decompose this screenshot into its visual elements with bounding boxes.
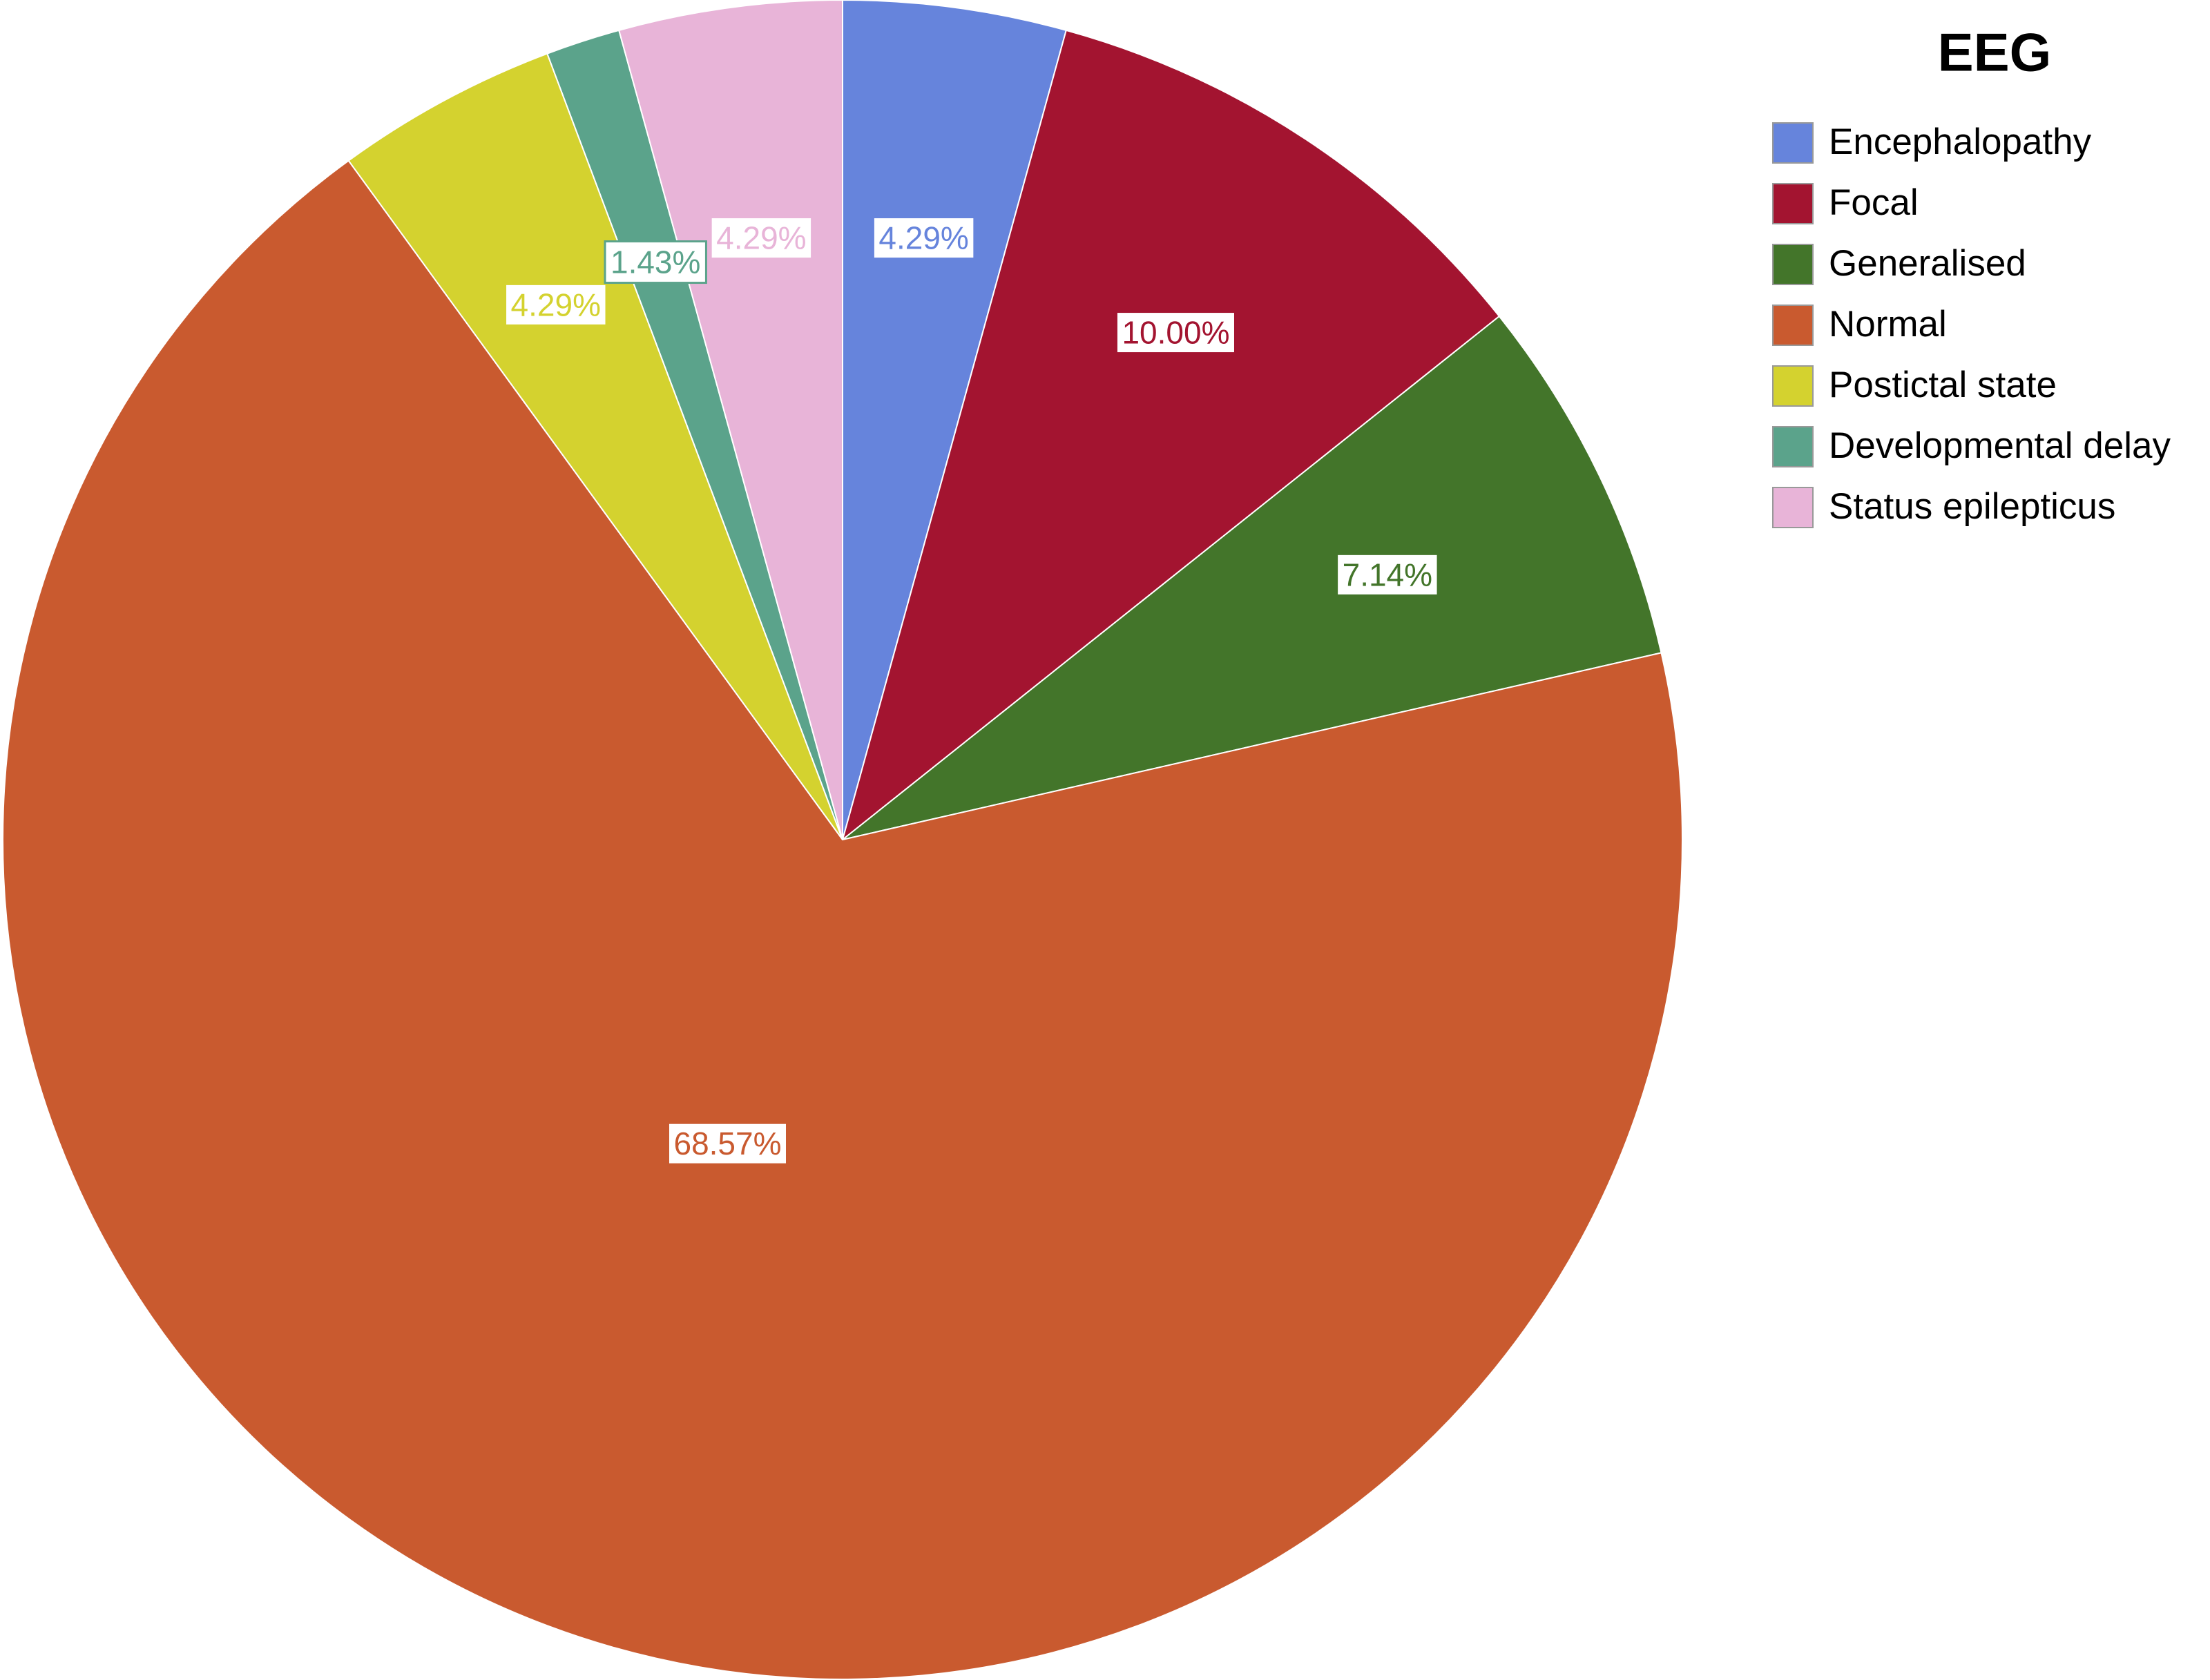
- legend-label: Normal: [1829, 304, 1947, 345]
- legend-label: Developmental delay: [1829, 425, 2171, 466]
- data-label: 4.29%: [716, 220, 806, 256]
- data-label: 10.00%: [1122, 315, 1229, 351]
- data-label: 1.43%: [611, 244, 700, 280]
- data-label-box: [1336, 552, 1439, 597]
- legend-swatch: [1772, 244, 1814, 285]
- data-label: 4.29%: [878, 220, 968, 256]
- legend-label: Focal: [1829, 182, 1919, 223]
- data-label-box: [709, 216, 814, 260]
- legend-swatch: [1772, 183, 1814, 224]
- data-label-box: [666, 1121, 789, 1166]
- legend-swatch: [1772, 305, 1814, 346]
- legend-swatch: [1772, 487, 1814, 528]
- data-label-box: [872, 216, 976, 260]
- legend-title: EEG: [1938, 22, 2052, 83]
- pie-slice: [841, 29, 1501, 842]
- data-label: 4.29%: [511, 287, 601, 322]
- legend-swatch: [1772, 365, 1814, 407]
- pie-slice: [842, 0, 1068, 840]
- data-label-box: [504, 282, 608, 327]
- legend-label: Generalised: [1829, 243, 2026, 284]
- data-label: 68.57%: [673, 1126, 781, 1161]
- data-label: 7.14%: [1343, 557, 1432, 592]
- legend-swatch: [1772, 426, 1814, 467]
- legend-label: Status epilepticus: [1829, 486, 2115, 527]
- pie-slice: [842, 315, 1662, 840]
- data-label-box: [1115, 311, 1236, 355]
- legend-swatch: [1772, 122, 1814, 164]
- pie-slice: [2, 160, 1683, 1680]
- legend-label: Encephalopathy: [1829, 122, 2092, 162]
- pie-slice: [617, 0, 843, 840]
- data-label-box: [604, 240, 707, 284]
- pie-slice: [347, 52, 843, 840]
- legend-label: Postictal state: [1829, 365, 2057, 405]
